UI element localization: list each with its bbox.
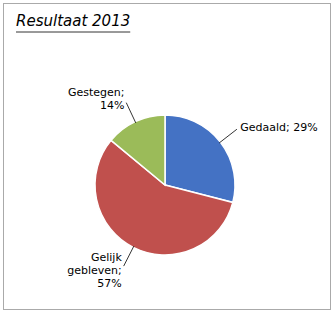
data-label-line: Gestegen;: [68, 86, 125, 99]
data-label-line: gebleven;: [67, 264, 122, 277]
title-underline: [16, 32, 130, 33]
data-label-line: 57%: [97, 277, 121, 290]
leader-line: [126, 103, 136, 123]
data-label-line: 14%: [100, 99, 124, 112]
slice: [111, 115, 165, 185]
leader-line: [124, 246, 134, 266]
chart: Resultaat 2013 Gedaald; 29% Gelijkgebleven…: [0, 0, 334, 313]
leader-line: [219, 129, 237, 143]
data-label: Gedaald; 29%: [240, 121, 317, 134]
data-label-line: Gelijk: [91, 251, 122, 264]
title: Resultaat 2013: [16, 12, 130, 30]
frame: [4, 4, 331, 310]
data-label: Gelijkgebleven;57%: [67, 251, 122, 290]
labels: Gedaald; 29% Gelijkgebleven;57% Gestegen;1…: [67, 86, 317, 289]
slices: [95, 115, 235, 255]
data-label: Gestegen;14%: [68, 86, 125, 112]
data-label-line: Gedaald; 29%: [240, 121, 317, 134]
